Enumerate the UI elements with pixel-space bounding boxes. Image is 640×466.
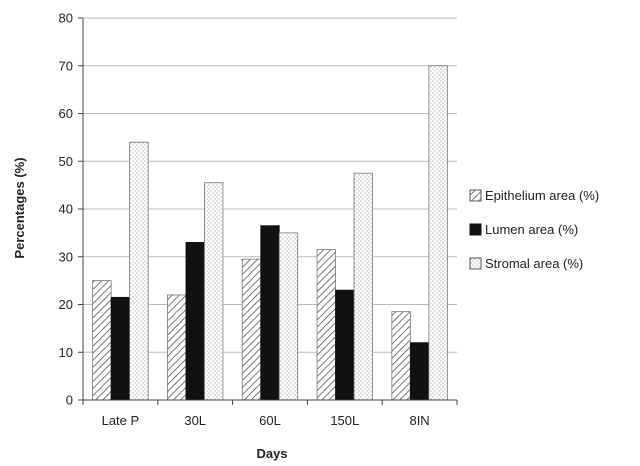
bar-hatch [167, 294, 187, 401]
y-tick-label: 0 [66, 393, 73, 408]
y-tick-label: 50 [59, 154, 73, 169]
bar-solid [185, 242, 205, 401]
bar-hatch [391, 311, 411, 401]
x-tick-label: Late P [102, 413, 140, 428]
x-tick-label: 60L [259, 413, 281, 428]
y-tick-label: 60 [59, 106, 73, 121]
bar-dots [353, 172, 373, 401]
legend-label: Epithelium area (%) [485, 188, 599, 203]
x-axis-ticks: Late P 30L 60L 150L 8IN [82, 400, 458, 428]
y-tick-label: 70 [59, 58, 73, 73]
legend-swatch-dots [469, 257, 482, 270]
bar-dots [428, 65, 448, 401]
y-tick-label: 10 [59, 345, 73, 360]
legend-swatch-hatch [469, 189, 482, 202]
bar-hatch [241, 258, 262, 401]
bars [92, 65, 448, 401]
y-tick-label: 80 [59, 11, 73, 26]
bar-dots [204, 182, 224, 401]
y-tick-label: 30 [59, 249, 73, 264]
bar-solid [260, 225, 280, 401]
bar-solid [409, 342, 430, 401]
legend-swatch-solid [469, 223, 482, 236]
y-axis-title: Percentages (%) [12, 157, 27, 258]
x-tick-label: 30L [184, 413, 206, 428]
axes [82, 18, 457, 401]
legend-label: Stromal area (%) [485, 256, 583, 271]
x-axis-title: Days [256, 446, 287, 461]
bar-solid [335, 289, 355, 401]
bar-dots [278, 232, 299, 401]
legend: Epithelium area (%) Lumen area (%) Stromal… [469, 188, 599, 271]
x-tick-label: 8IN [409, 413, 429, 428]
y-axis-ticks: 0 10 20 30 40 50 60 70 80 [59, 11, 83, 408]
y-tick-label: 40 [59, 202, 73, 217]
bar-hatch [316, 249, 336, 401]
bar-dots [129, 141, 149, 401]
legend-label: Lumen area (%) [485, 222, 578, 237]
bar-solid [110, 296, 131, 401]
y-tick-label: 20 [59, 297, 73, 312]
x-tick-label: 150L [330, 413, 359, 428]
bar-hatch [92, 280, 112, 401]
